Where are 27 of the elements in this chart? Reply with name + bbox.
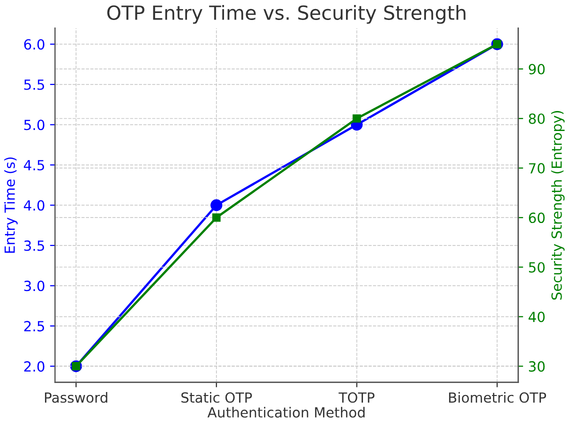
y-tick-label: 5.5 xyxy=(24,80,44,90)
y-tick-label: 2.5 xyxy=(24,320,44,332)
x-tick-label: Password xyxy=(44,392,108,403)
point xyxy=(352,114,361,123)
point xyxy=(212,213,221,222)
point xyxy=(210,199,222,212)
y-tick-label: 6.0 xyxy=(24,39,44,50)
y-tick-label: 5.0 xyxy=(24,120,44,130)
y2-tick-label: 60 xyxy=(528,212,545,224)
y2-tick-label: 70 xyxy=(529,163,545,174)
y-axis-title: Entry Time (s) xyxy=(4,157,18,253)
y-tick-label: 3.0 xyxy=(24,280,44,292)
x-axis-title: Authentication Method xyxy=(207,406,365,418)
chart-title: OTP Entry Time vs. Security Strength xyxy=(107,4,466,24)
y2-axis-title: Security Strength (Entropy) xyxy=(551,111,565,300)
y-tick-label: 2.0 xyxy=(24,361,44,372)
y-tick-label: 4.5 xyxy=(24,160,44,170)
y2-tick-label: 50 xyxy=(529,262,545,273)
y2-tick-label: 40 xyxy=(528,312,545,322)
x-tick-label: Biometric OTP xyxy=(449,392,546,403)
y-tick-label: 3.5 xyxy=(24,240,44,251)
x-tick-label: Static OTP xyxy=(181,392,252,403)
y2-tick-label: 30 xyxy=(528,361,545,372)
x-tick-label: TOTP xyxy=(338,392,374,403)
y2-tick-label: 90 xyxy=(528,64,545,74)
y-tick-label: 4.0 xyxy=(24,200,44,211)
y2-tick-label: 80 xyxy=(528,113,545,124)
